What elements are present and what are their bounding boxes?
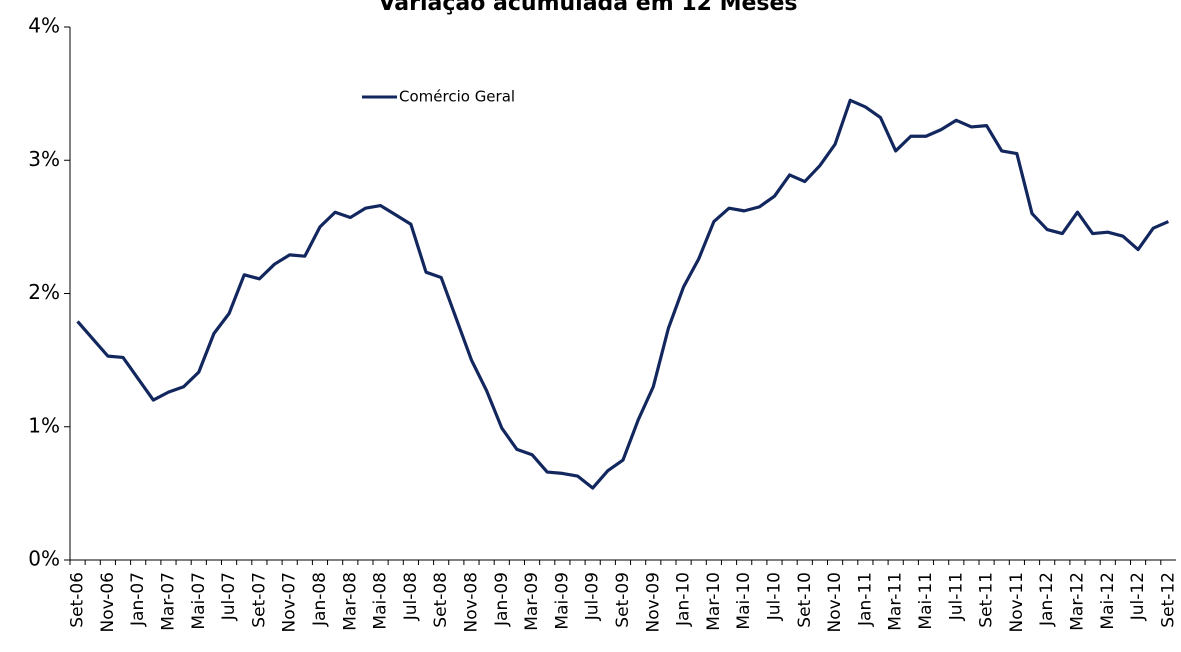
x-tick-label: Jan-11 [855,572,875,627]
x-tick-label: Jul-08 [401,572,421,621]
x-tick-label: Nov-07 [280,572,300,633]
x-tick-label: Set-11 [977,572,997,628]
x-tick-label: Nov-11 [1007,572,1027,633]
x-tick-label: Set-08 [431,572,451,628]
x-tick-label: Jul-10 [764,572,784,621]
x-tick-label: Mar-10 [704,572,724,631]
x-tick-label: Mar-07 [158,572,178,631]
x-tick-label: Mar-12 [1067,572,1087,631]
x-tick-label: Mai-12 [1098,572,1118,630]
x-tick-label: Set-07 [249,572,269,628]
line-series [76,98,1170,490]
x-tick-label: Jan-09 [492,572,512,627]
x-tick-label: Mai-11 [916,572,936,630]
x-tick-label: Jul-11 [946,572,966,621]
x-tick-label: Set-10 [795,572,815,628]
x-tick-label: Mar-08 [340,572,360,631]
x-tick-label: Mai-10 [734,572,754,630]
x-tick-label: Nov-08 [461,572,481,633]
x-tick-label: Nov-06 [98,572,118,633]
y-tick-label: 3% [28,147,60,171]
x-tick-label: Set-09 [613,572,633,628]
x-tick-label: Mai-07 [189,572,209,630]
x-tick-label: Mar-09 [522,572,542,631]
x-tick-label: Mai-09 [552,572,572,630]
y-tick-label: 2% [28,280,60,304]
x-tick-label: Jul-12 [1128,572,1148,621]
x-tick-label: Jan-12 [1037,572,1057,627]
x-tick-label: Nov-10 [825,572,845,633]
y-tick-label: 0% [28,547,60,571]
x-tick-label: Jul-07 [219,572,239,621]
x-tick-label: Jan-10 [674,572,694,627]
y-tick-label: 4% [28,14,60,38]
x-tick-label: Jan-08 [310,572,330,627]
x-tick-label: Set-12 [1158,572,1178,628]
chart-title: Variação acumulada em 12 Meses [378,0,797,16]
x-tick-label: Nov-09 [643,572,663,633]
y-tick-label: 1% [28,413,60,437]
x-tick-label: Jul-09 [583,572,603,621]
x-tick-label: Mai-08 [371,572,391,630]
legend-label: Comércio Geral [399,88,515,106]
x-tick-label: Set-06 [68,572,88,628]
x-tick-label: Jan-07 [128,572,148,627]
x-tick-label: Mar-11 [886,572,906,631]
